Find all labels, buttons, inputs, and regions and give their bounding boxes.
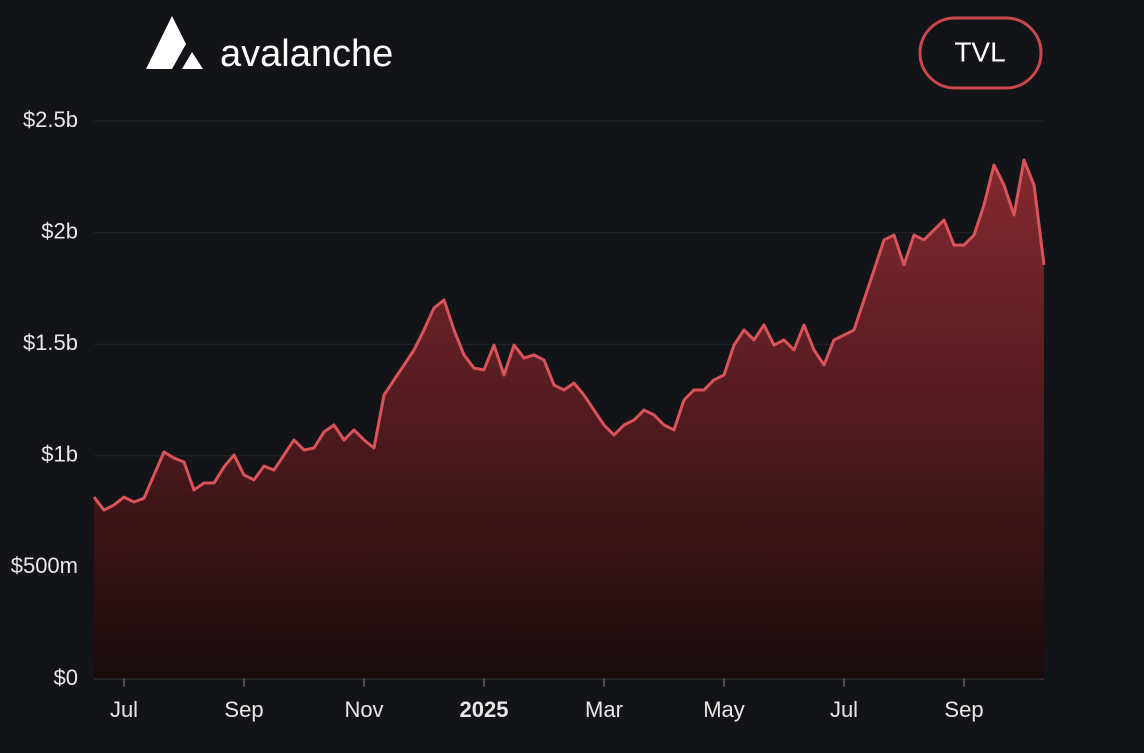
- area: [94, 160, 1044, 679]
- x-tick-label: Nov: [344, 697, 383, 722]
- x-tick-label: Jul: [830, 697, 858, 722]
- y-tick-label: $500m: [11, 553, 78, 578]
- x-tick-label: Sep: [224, 697, 263, 722]
- x-tick-label: 2025: [460, 697, 509, 722]
- y-tick-label: $0: [54, 665, 78, 690]
- logo: avalanche: [146, 16, 393, 75]
- tvl-button-label[interactable]: TVL: [954, 36, 1005, 67]
- brand: avalanche: [220, 33, 393, 75]
- y-tick-label: $1.5b: [23, 330, 78, 355]
- logo-mark: [182, 52, 203, 69]
- tvl-button[interactable]: [918, 16, 1043, 90]
- line: [92, 158, 1046, 512]
- x-tick-label: May: [703, 697, 745, 722]
- y-tick-label: $2.5b: [23, 107, 78, 132]
- x-tick-label: Jul: [110, 697, 138, 722]
- x-tick-label: Mar: [585, 697, 623, 722]
- logo-mark: [146, 16, 186, 69]
- y-tick-label: $1b: [41, 442, 78, 467]
- x-tick-label: Sep: [944, 697, 983, 722]
- y-tick-label: $2b: [41, 218, 78, 243]
